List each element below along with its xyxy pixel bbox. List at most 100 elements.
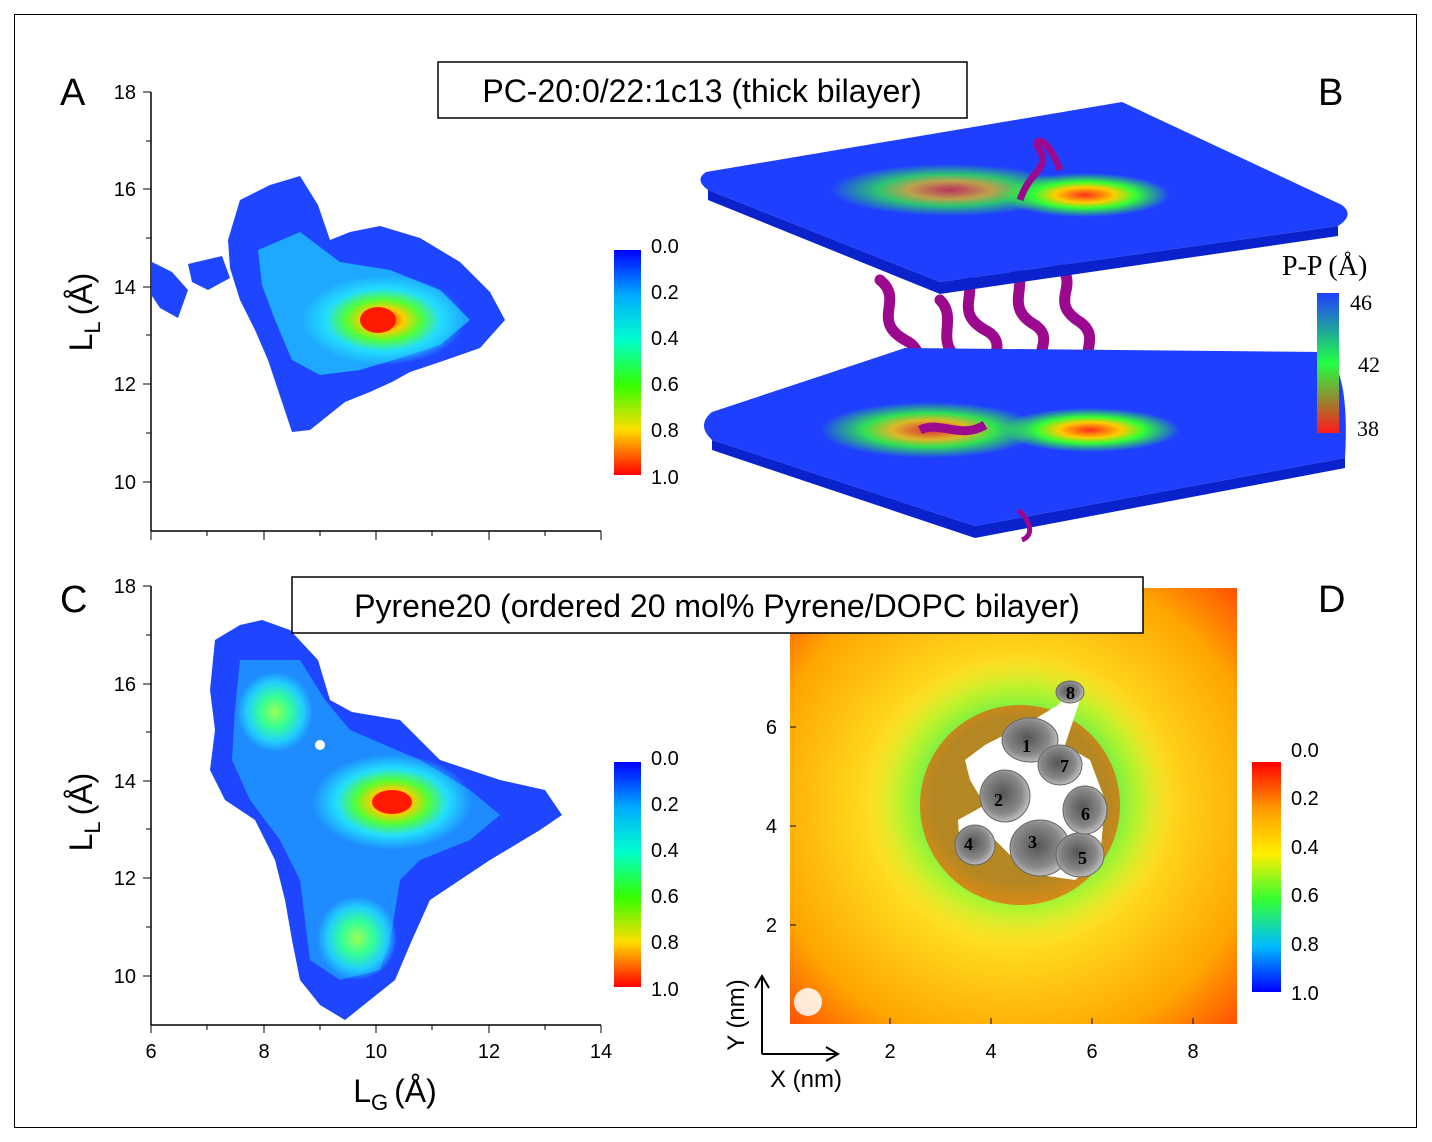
- x-tick: 8: [1187, 1041, 1198, 1063]
- y-tick: 10: [114, 966, 136, 988]
- colorbar-tick: 0.0: [1291, 740, 1319, 762]
- site-label: 6: [1081, 804, 1090, 824]
- panel-a-density-fragment: [152, 262, 188, 318]
- colorbar-tick: 0.4: [651, 328, 679, 350]
- x-tick: 2: [884, 1041, 895, 1063]
- x-tick: 8: [258, 1041, 269, 1063]
- site-label: 7: [1060, 756, 1069, 776]
- title-bottom: Pyrene20 (ordered 20 mol% Pyrene/DOPC bi…: [291, 576, 1144, 634]
- membrane-upper-edge: [708, 190, 1338, 294]
- y-tick: 18: [114, 82, 136, 104]
- panel-b-scale-title: P-P (Å): [1282, 251, 1367, 282]
- panel-b-scale-bar: [1317, 293, 1339, 433]
- panel-d-colorbar: [1252, 762, 1281, 992]
- panel-d-axis-arrows: [754, 974, 840, 1062]
- panel-d: D 1 2 3 4 5 6 7 8: [723, 579, 1345, 1093]
- title-top: PC-20:0/22:1c13 (thick bilayer): [437, 61, 968, 119]
- y-tick: 16: [114, 179, 136, 201]
- y-tick: 14: [114, 771, 136, 793]
- panel-d-y-arrow-label: Y (nm): [723, 979, 750, 1051]
- y-tick: 16: [114, 674, 136, 696]
- panel-c-peak-lower: [317, 896, 397, 980]
- y-tick: 6: [766, 717, 777, 739]
- membrane-upper-thinning: [1000, 173, 1170, 217]
- x-tick: 4: [985, 1041, 996, 1063]
- colorbar-tick: 0.6: [1291, 885, 1319, 907]
- x-tick: 12: [478, 1041, 500, 1063]
- panel-c-y-label: LL(Å): [63, 773, 105, 852]
- panel-c-x-label: LG (Å): [353, 1073, 437, 1115]
- site-label: 1: [1022, 736, 1031, 756]
- panel-c-x-ticks: 6 8 10 12 14: [145, 1025, 612, 1063]
- panel-d-x-arrow-label: X (nm): [770, 1066, 842, 1093]
- colorbar-tick: 0.0: [651, 236, 679, 258]
- title-bottom-text: Pyrene20 (ordered 20 mol% Pyrene/DOPC bi…: [354, 588, 1080, 624]
- panel-c-label: C: [60, 579, 87, 621]
- x-tick: 6: [1086, 1041, 1097, 1063]
- y-tick: 10: [114, 472, 136, 494]
- y-tick: 18: [114, 576, 136, 598]
- panel-a-colorbar: [614, 250, 641, 475]
- colorbar-tick: 0.0: [651, 748, 679, 770]
- panel-c-colorbar-ticks: 0.0 0.2 0.4 0.6 0.8 1.0: [651, 748, 679, 1001]
- panel-b-scale-tick: 42: [1358, 352, 1380, 377]
- panel-c-peak-upper-left: [237, 672, 313, 752]
- y-tick: 12: [114, 868, 136, 890]
- panel-a-colorbar-ticks: 0.0 0.2 0.4 0.6 0.8 1.0: [651, 236, 679, 489]
- x-tick: 6: [145, 1041, 156, 1063]
- colorbar-tick: 0.2: [651, 794, 679, 816]
- colorbar-tick: 0.2: [1291, 788, 1319, 810]
- panel-d-x-ticks: 2 4 6 8: [884, 1018, 1199, 1063]
- site-label: 4: [964, 834, 973, 854]
- x-tick: 14: [590, 1041, 612, 1063]
- protein-tail: [1016, 508, 1033, 543]
- x-tick: 10: [365, 1041, 387, 1063]
- colorbar-tick: 0.2: [651, 282, 679, 304]
- colorbar-tick: 0.4: [651, 840, 679, 862]
- protein-loop: [917, 420, 988, 436]
- protein-loop: [1016, 137, 1064, 202]
- figure-frame: [14, 14, 1417, 1128]
- y-tick: 14: [114, 277, 136, 299]
- panel-d-site-labels: 1 2 3 4 5 6 7 8: [964, 683, 1090, 868]
- panel-a: A 18 16 14 12 10: [60, 72, 679, 540]
- y-tick: 12: [114, 374, 136, 396]
- y-tick: 4: [766, 816, 777, 838]
- panel-c-gap: [315, 740, 325, 750]
- panel-b-scale-tick: 46: [1350, 290, 1372, 315]
- colorbar-tick: 1.0: [651, 467, 679, 489]
- y-tick: 2: [766, 915, 777, 937]
- panel-d-label: D: [1318, 579, 1345, 621]
- title-top-text: PC-20:0/22:1c13 (thick bilayer): [482, 73, 921, 109]
- panel-c-y-ticks: 18 16 14 12 10: [114, 576, 151, 988]
- panel-a-y-ticks: 18 16 14 12 10: [114, 82, 151, 494]
- colorbar-tick: 0.8: [651, 420, 679, 442]
- colorbar-tick: 0.8: [651, 932, 679, 954]
- site-label: 5: [1078, 848, 1087, 868]
- panel-d-y-ticks: 6 4 2: [766, 717, 796, 937]
- panel-d-colorbar-ticks: 0.0 0.2 0.4 0.6 0.8 1.0: [1291, 740, 1319, 1005]
- site-label: 2: [994, 790, 1003, 810]
- panel-b: B P-P (Å) 46 42 38: [700, 72, 1380, 543]
- site-label: 8: [1066, 683, 1075, 703]
- panel-d-cavity: [958, 690, 1105, 880]
- colorbar-tick: 1.0: [1291, 983, 1319, 1005]
- panel-a-x-ticks: [150, 531, 602, 540]
- panel-b-label: B: [1318, 72, 1343, 114]
- panel-c-peak-core: [372, 790, 412, 814]
- membrane-lower-thinning: [1000, 408, 1180, 452]
- panel-a-density-fragment: [188, 256, 230, 290]
- panel-d-corner-spot: [794, 988, 822, 1016]
- colorbar-tick: 0.8: [1291, 934, 1319, 956]
- colorbar-tick: 0.6: [651, 886, 679, 908]
- panel-a-peak-core: [360, 307, 396, 333]
- colorbar-tick: 0.6: [651, 374, 679, 396]
- panel-d-molecules: [954, 680, 1108, 878]
- colorbar-tick: 0.4: [1291, 837, 1319, 859]
- panel-c: C 18 16 14 12 10: [60, 576, 679, 1115]
- site-label: 3: [1028, 832, 1037, 852]
- panel-a-label: A: [60, 72, 86, 114]
- colorbar-tick: 1.0: [651, 979, 679, 1001]
- panel-c-colorbar: [614, 762, 641, 987]
